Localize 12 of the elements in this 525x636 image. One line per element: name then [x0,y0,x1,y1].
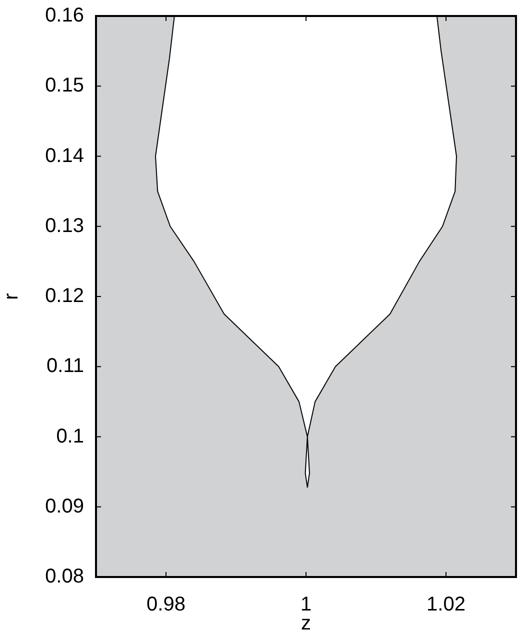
y-tick-label: 0.15 [45,74,84,97]
y-tick-label: 0.1 [56,425,84,448]
x-tick-label: 1.02 [426,594,466,616]
x-tick-label: 0.98 [146,594,186,616]
y-tick-label: 0.12 [45,285,84,308]
y-axis-title: r [0,292,23,300]
y-tick-label: 0.16 [45,4,84,27]
y-tick-label: 0.14 [45,144,84,167]
y-tick-label: 0.08 [45,566,84,588]
y-tick-label: 0.11 [46,355,84,378]
y-tick-label: 0.09 [45,495,84,518]
y-tick-label: 0.13 [45,214,84,237]
